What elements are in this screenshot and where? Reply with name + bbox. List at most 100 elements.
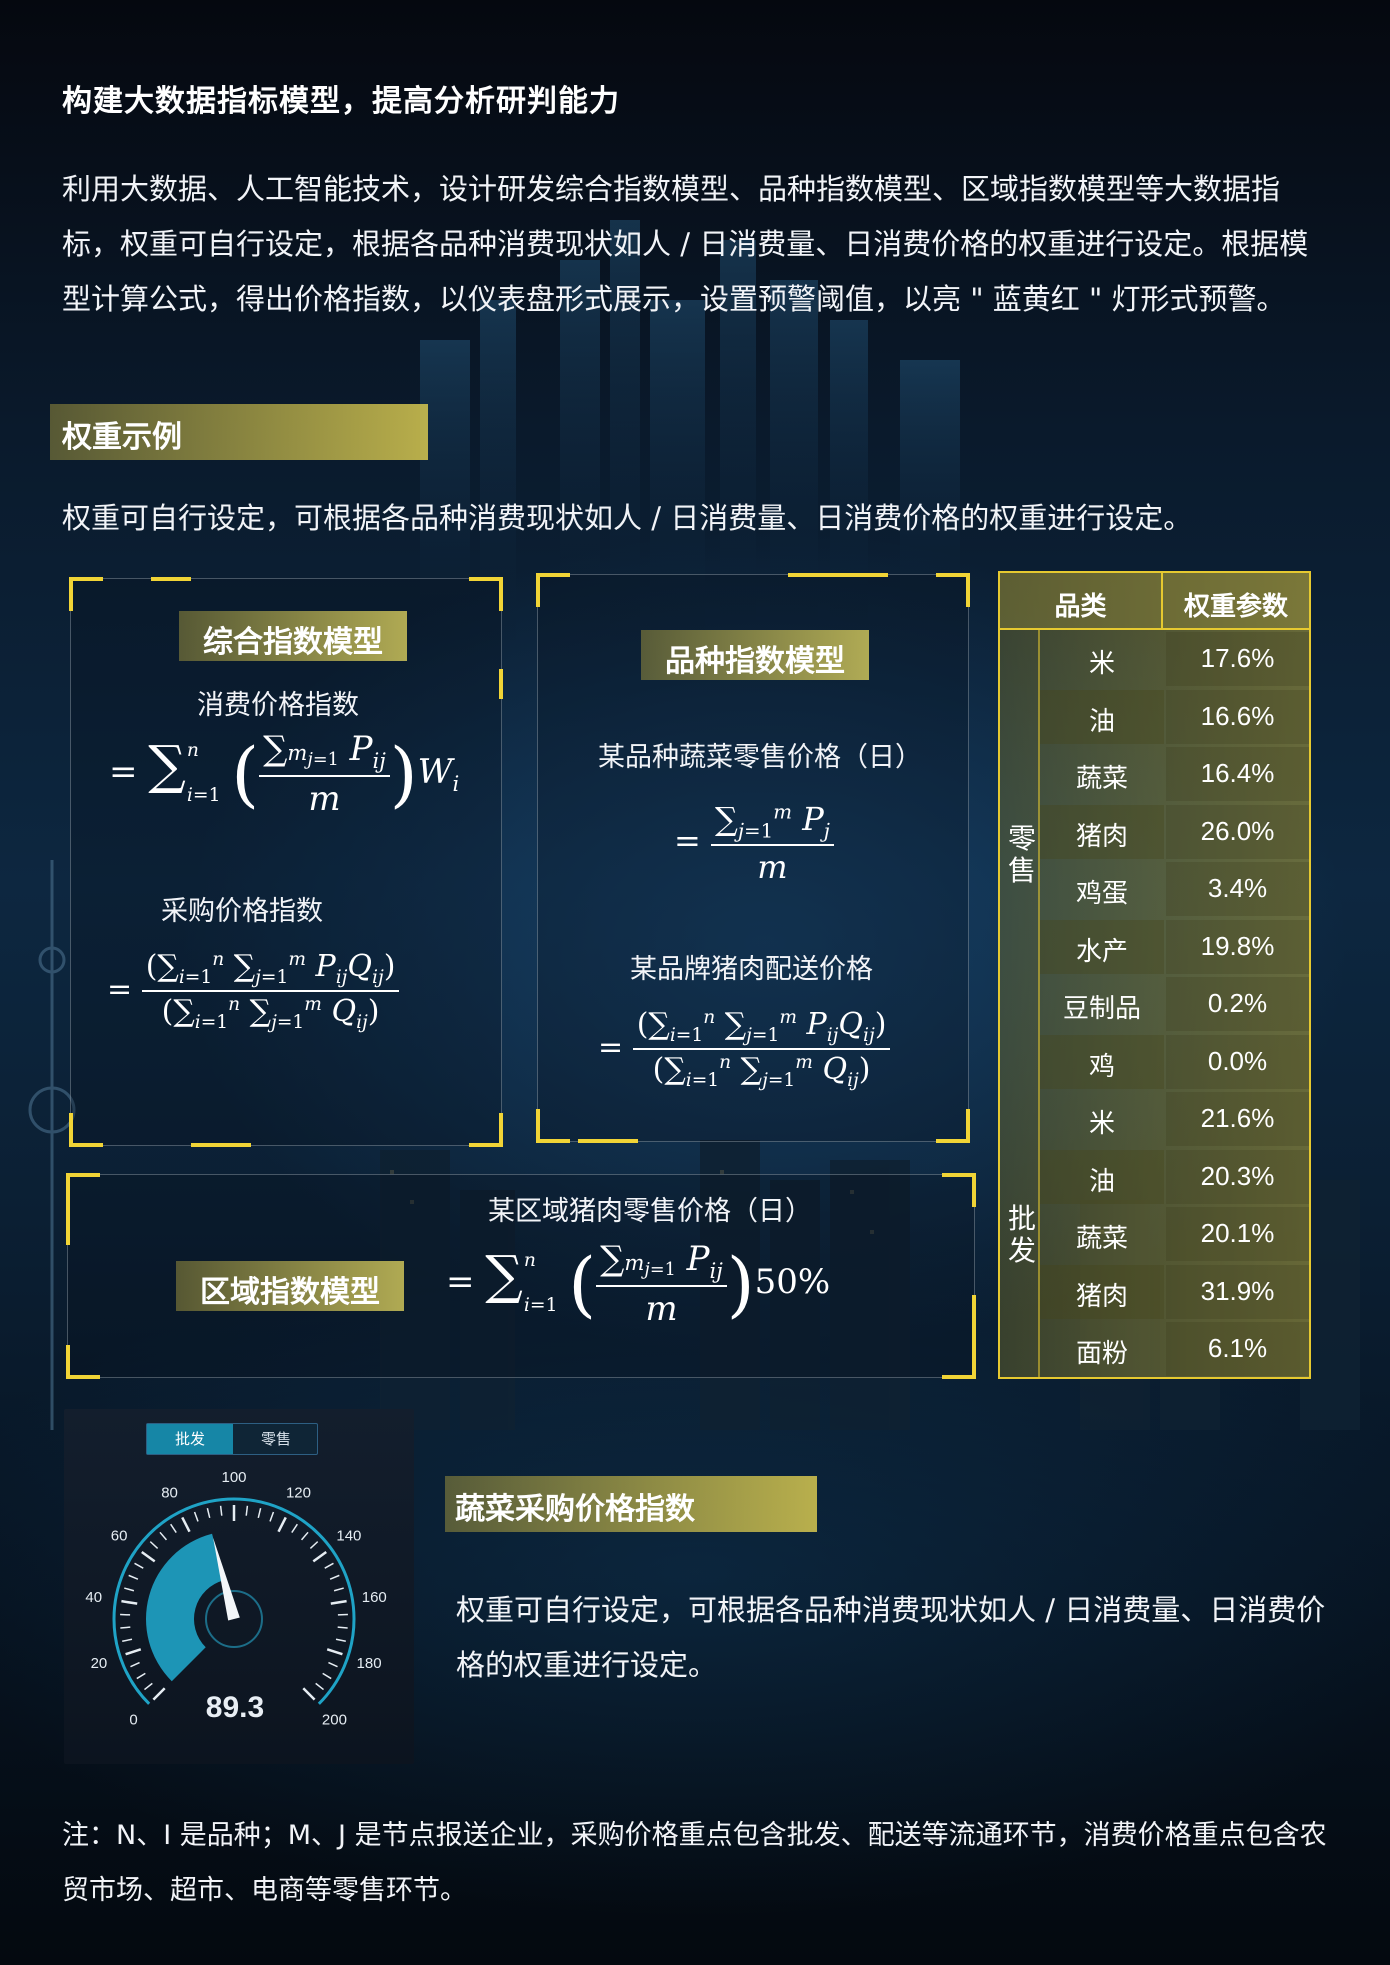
gauge-tick [322,1672,332,1680]
group-label-wholesale: 批发 [1008,1202,1037,1267]
gauge-tick [269,1511,275,1522]
weight-table: 品类 权重参数 零售 批发 米 17.6% 油 16.6% 蔬菜 16.4% 猪肉 26… [998,571,1311,1379]
footnote: 注：N、I 是品种；M、J 是节点报送企业，采购价格重点包含批发、配送等流通环节… [62,1820,1327,1906]
table-row: 鸡蛋 3.4% [1040,860,1309,918]
consumer-price-caption: 消费价格指数 [197,690,359,721]
variety-model-tag [641,630,869,680]
gauge-tick [122,1638,133,1642]
gauge-tick [134,1562,144,1569]
variety-retail-caption: 某品种蔬菜零售价格（日） [598,742,922,773]
table-row: 鸡 0.0% [1040,1033,1309,1091]
gauge-tick [337,1626,348,1629]
gauge-tick [170,1523,177,1533]
regional-weight: 50% [754,1261,831,1302]
gauge-tick-label: 80 [161,1484,178,1501]
gauge-tick-label: 100 [221,1469,246,1486]
gauge-tick-label: 140 [336,1528,361,1545]
gauge-tick [159,1531,168,1541]
header-category: 品类 [1054,592,1107,622]
composite-model-tag [179,611,407,661]
table-row: 猪肉 26.0% [1040,803,1309,861]
gauge-tick-label: 160 [362,1589,387,1606]
gauge-tick [326,1648,343,1656]
price-gauge-widget: 批发 零售 0 20 40 60 80 100 120 140 160 180 200 89.3 [64,1409,414,1764]
table-row: 油 16.6% [1040,688,1309,746]
table-row: 水产 19.8% [1040,918,1309,976]
gauge-tick [302,1687,316,1701]
table-row: 猪肉 31.9% [1040,1263,1309,1321]
gauge-tick [328,1661,338,1668]
intro-paragraph: 利用大数据、人工智能技术，设计研发综合指数模型、品种指数模型、区域指数模型等大数… [62,172,1309,316]
gauge-tabs: 批发 零售 [146,1423,318,1455]
gauge-tick [324,1562,334,1569]
variety-model-panel: 品种指数模型 某品种蔬菜零售价格（日） = ∑j=1m Pj m 某品牌猪肉配送价… [536,573,970,1143]
gauge-tick [312,1550,327,1563]
gauge-ring [112,1497,356,1705]
page-heading: 构建大数据指标模型，提高分析研判能力 [62,84,620,119]
gauge-value: 89.3 [205,1691,265,1724]
variety-model-title: 品种指数模型 [665,644,845,679]
tab-wholesale[interactable]: 批发 [147,1424,233,1454]
gauge-tick [144,1682,153,1691]
table-row: 豆制品 0.2% [1040,975,1309,1033]
gauge-tick [181,1516,191,1533]
table-row: 面粉 6.1% [1040,1320,1309,1378]
gauge-tick [329,1574,340,1580]
gauge-value-fill [146,1533,225,1682]
table-header: 品类 权重参数 [1000,573,1309,630]
gauge-tick [120,1626,131,1629]
regional-model-panel: 区域指数模型 某区域猪肉零售价格（日） = ∑ n i=1 (∑mj=1 Pij m)… [66,1173,976,1379]
gauge-tick [277,1516,287,1533]
gauge-tick [124,1587,135,1592]
gauge-tick [152,1687,166,1701]
gauge-tick [330,1599,347,1605]
composite-model-title: 综合指数模型 [203,625,383,660]
gauge-tick [141,1550,156,1563]
table-row: 米 21.6% [1040,1090,1309,1148]
gauge-tick [333,1587,344,1592]
gauge-tick [309,1541,319,1549]
regional-caption: 某区域猪肉零售价格（日） [488,1196,812,1227]
regional-formula: = ∑ n i=1 (∑mj=1 Pij m)50% [446,1239,831,1329]
weights-description: 权重可自行设定，可根据各品种消费现状如人 / 日消费量、日消费价格的权重进行设定… [62,501,1193,535]
tab-retail[interactable]: 零售 [260,1430,291,1448]
gauge-tick [300,1531,309,1541]
gauge-tick [315,1682,324,1691]
section-title-index: 蔬菜采购价格指数 [455,1492,695,1527]
gauge-tick [193,1511,199,1522]
consumer-price-formula: = ∑ n i=1 (∑mj=1 Pij m)Wi [109,729,460,819]
gauge-tick-label: 60 [111,1528,128,1545]
regional-model-tag [176,1261,404,1311]
table-row: 蔬菜 16.4% [1040,745,1309,803]
gauge-tick-label: 20 [91,1655,108,1672]
gauge-tick-label: 120 [286,1484,311,1501]
gauge-tick [335,1638,346,1642]
section-title-weights: 权重示例 [62,420,182,455]
gauge-hub-ring [205,1590,263,1648]
gauge-tick [257,1507,262,1519]
section-tag-index [445,1476,817,1532]
gauge-tick [125,1648,142,1656]
gauge-tick-label: 0 [129,1711,137,1728]
gauge-tick-label: 200 [322,1711,347,1728]
header-weight: 权重参数 [1183,592,1288,622]
variety-delivery-formula: = (∑i=1n ∑j=1m PijQij) (∑i=1n ∑j=1m Qij) [598,1007,891,1091]
composite-model-panel: 综合指数模型 消费价格指数 = ∑ n i=1 (∑mj=1 Pij m)Wi 采购价… [69,577,503,1147]
gauge-tick [136,1672,146,1680]
gauge-tick [219,1505,223,1516]
gauge-tick-label: 40 [85,1589,102,1606]
variety-retail-formula: = ∑j=1m Pj m [674,800,834,886]
gauge-tick [149,1541,159,1549]
gauge-tick-label: 180 [357,1655,382,1672]
group-label-retail: 零售 [1008,822,1037,887]
table-row: 米 17.6% [1040,630,1309,688]
gauge-tick [121,1599,138,1605]
index-description: 权重可自行设定，可根据各品种消费现状如人 / 日消费量、日消费价格的权重进行设定… [456,1593,1326,1682]
purchase-price-caption: 采购价格指数 [161,896,323,927]
gauge-tick [245,1505,249,1516]
gauge-needle [213,1537,240,1621]
gauge-tick [130,1661,140,1668]
gauge-tick [206,1507,211,1519]
table-row: 油 20.3% [1040,1148,1309,1206]
